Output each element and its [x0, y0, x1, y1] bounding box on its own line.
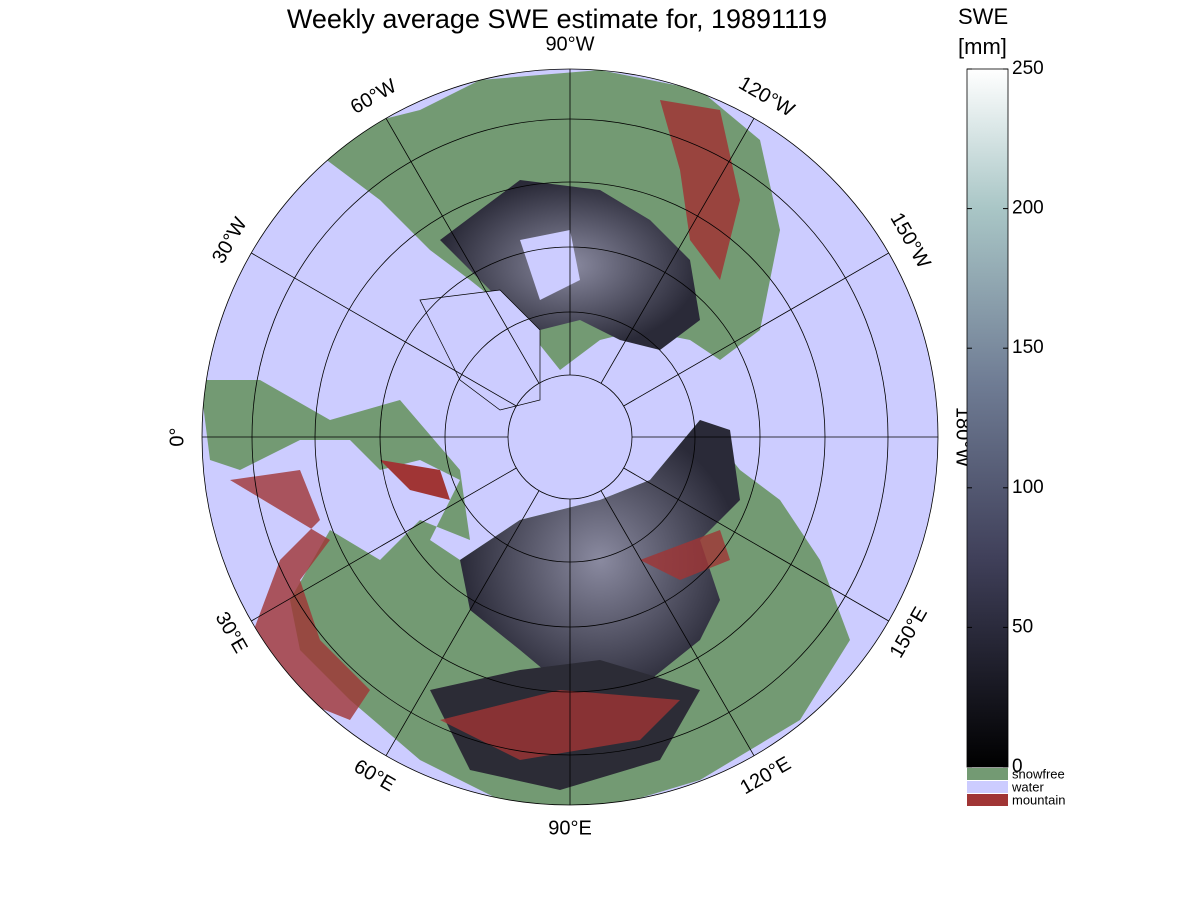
meridian: [600, 118, 755, 384]
meridian: [251, 252, 517, 407]
legend-label: water: [1011, 779, 1044, 794]
map-title: Weekly average SWE estimate for, 1989111…: [287, 4, 827, 34]
longitude-label: 0°: [166, 427, 188, 446]
colorbar-tick-label: 0: [1012, 756, 1023, 777]
longitude-label: 90°W: [545, 33, 594, 55]
longitude-label: 30°E: [211, 608, 252, 657]
longitude-label: 90°E: [548, 817, 592, 839]
colorbar-tick-label: 50: [1012, 616, 1033, 637]
longitude-label: 60°E: [350, 755, 399, 796]
legend-label: snowfree: [1012, 766, 1065, 781]
legend-swatch: [967, 781, 1008, 793]
longitude-label: 30°W: [208, 214, 252, 268]
graticule: [201, 68, 939, 806]
land: [202, 70, 850, 805]
map: 0°30°E60°E90°E120°E150°E180°W150°W120°W9…: [166, 33, 973, 839]
meridian: [623, 252, 889, 407]
colorbar-tick-label: 150: [1012, 337, 1044, 358]
colorbar-label: SWE: [958, 4, 1008, 29]
colorbar-tick-label: 100: [1012, 477, 1044, 498]
legend-label: mountain: [1012, 792, 1065, 807]
colorbar-tick-label: 200: [1012, 198, 1044, 219]
meridian: [385, 118, 540, 384]
colorbar: [966, 68, 1009, 768]
meridian: [385, 490, 540, 756]
meridian: [623, 467, 889, 622]
colorbar-tick-label: 250: [1012, 58, 1044, 79]
legend-swatch: [967, 768, 1008, 780]
meridian: [600, 490, 755, 756]
legend-swatch: [967, 794, 1008, 806]
longitude-label: 60°W: [347, 75, 401, 119]
meridian: [251, 467, 517, 622]
colorbar-label: [mm]: [958, 34, 1007, 59]
